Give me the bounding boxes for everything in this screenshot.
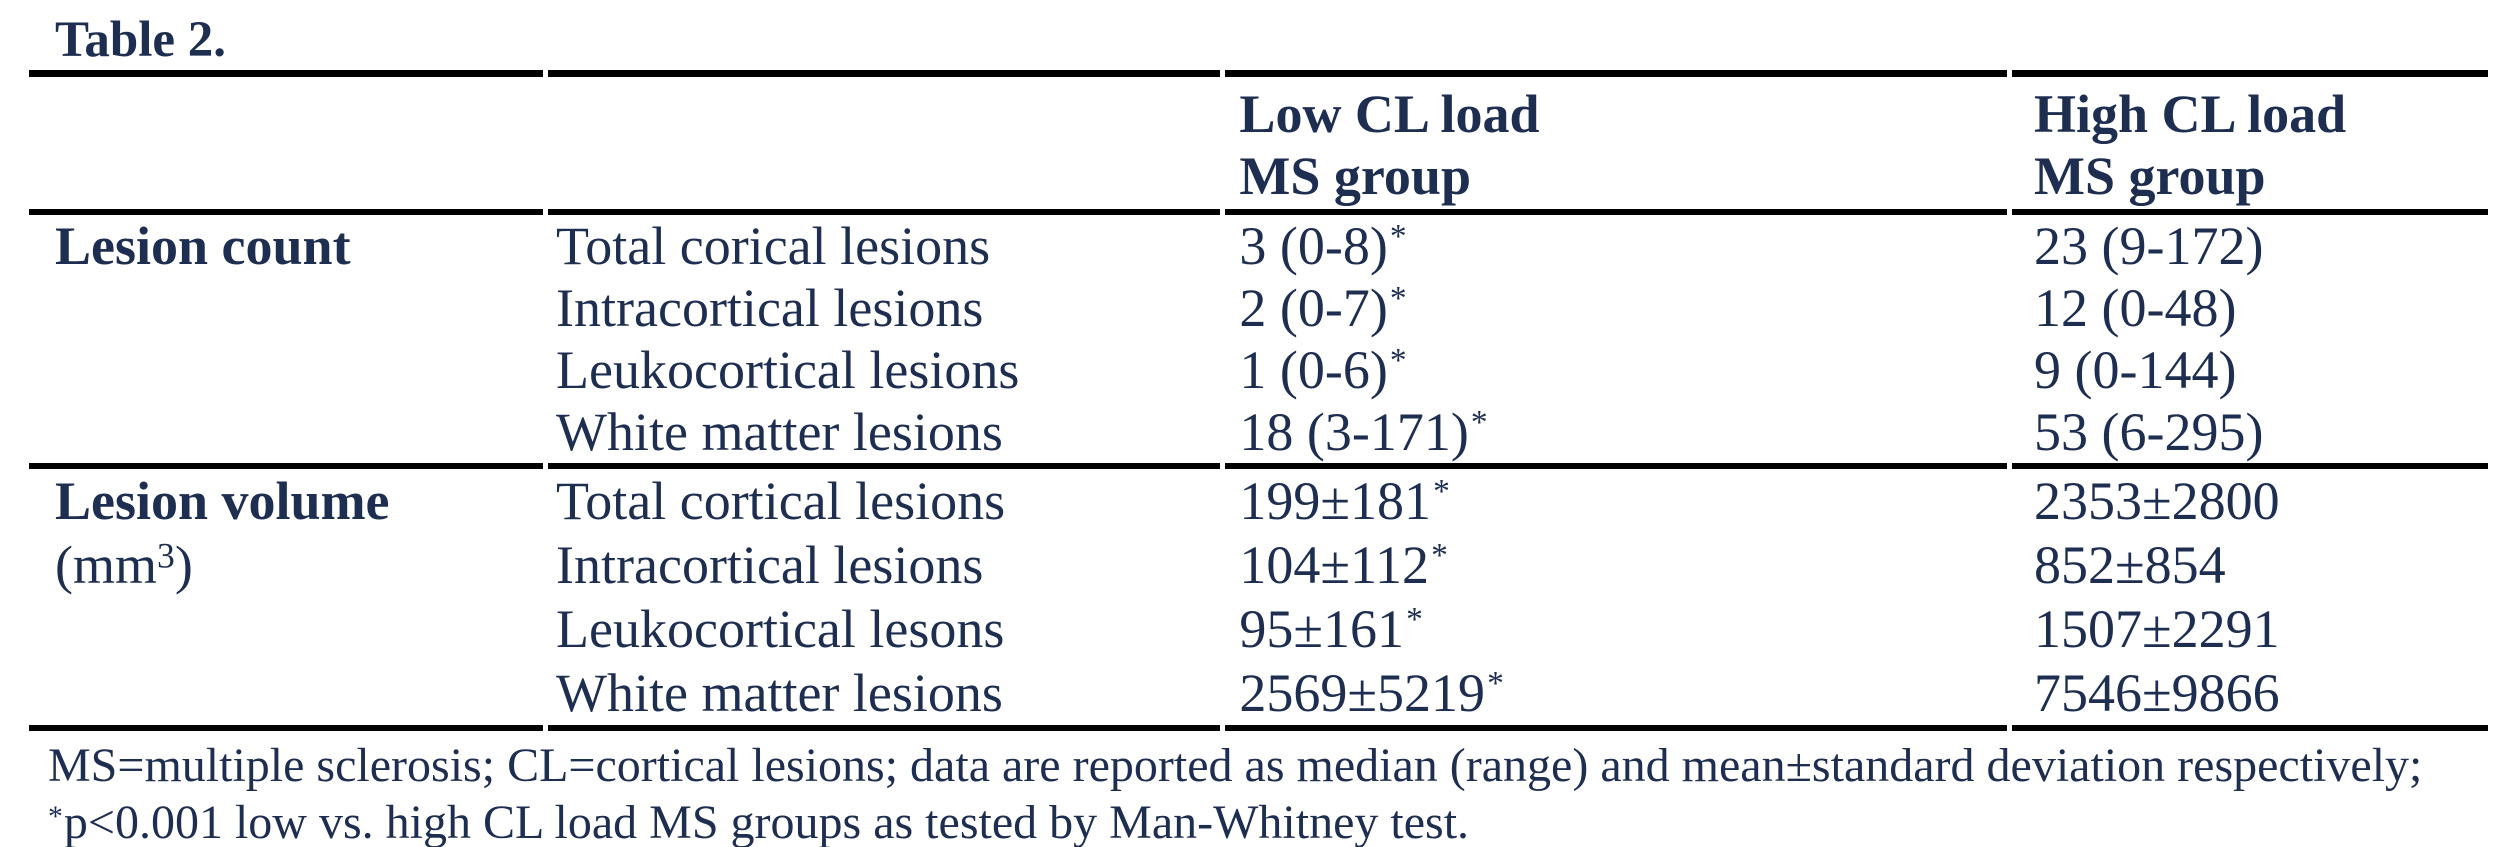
group-label-line1: Lesion volume bbox=[55, 471, 390, 531]
measure-label: Leukocortical lesons bbox=[556, 599, 1005, 659]
table-row: Lesion count Total corical lesions 3 (0-… bbox=[29, 209, 2488, 277]
significance-asterisk: * bbox=[1389, 217, 1407, 255]
table-footnotes: MS=multiple sclerosis; CL=cortical lesio… bbox=[48, 737, 2513, 847]
value-high: 23 (9-172) bbox=[2012, 209, 2488, 277]
measure-label: Total corical lesions bbox=[548, 209, 1221, 277]
significance-asterisk: * bbox=[1389, 341, 1407, 379]
measure-label: Intracortical lesions bbox=[556, 278, 984, 338]
value-low: 2 (0-7)* bbox=[1239, 278, 1407, 338]
value-high: 12 (0-48) bbox=[2034, 278, 2237, 338]
lesion-data-table: Low CL load MS group High CL load MS gro… bbox=[24, 70, 2493, 731]
value-low: 199±181* bbox=[1225, 463, 2008, 533]
table-row: Leukocortical lesions 1 (0-6)* 9 (0-144) bbox=[29, 339, 2488, 401]
value-high: 1507±2291 bbox=[2034, 599, 2280, 659]
table-row: White matter lesions 2569±5219* 7546±986… bbox=[29, 661, 2488, 731]
significance-asterisk: * bbox=[1487, 664, 1504, 702]
measure-label: Total cortical lesions bbox=[548, 463, 1221, 533]
value-low: 2569±5219* bbox=[1225, 661, 2008, 731]
header-empty-1 bbox=[29, 70, 544, 209]
value-low: 18 (3-171)* bbox=[1239, 402, 1488, 462]
measure-label: Intracortical lesions bbox=[556, 535, 984, 595]
significance-asterisk: * bbox=[1431, 536, 1448, 574]
value-high: 2353±2800 bbox=[2012, 463, 2488, 533]
value-high: 9 (0-144) bbox=[2034, 340, 2237, 400]
measure-label: White matter lesions bbox=[548, 661, 1221, 731]
significance-asterisk: * bbox=[1470, 403, 1488, 441]
value-high: 7546±9866 bbox=[2012, 661, 2488, 731]
header-empty-2 bbox=[548, 70, 1221, 209]
footnote-significance: *p<0.001 low vs. high CL load MS groups … bbox=[48, 796, 1470, 847]
measure-label: White matter lesions bbox=[556, 402, 1003, 462]
table-row: Lesion volume (mm3) Total cortical lesio… bbox=[29, 463, 2488, 731]
significance-asterisk: * bbox=[48, 800, 63, 834]
value-low: 95±161* bbox=[1239, 599, 1423, 659]
value-low: 1 (0-6)* bbox=[1239, 340, 1407, 400]
group-label-line1: Lesion count bbox=[55, 216, 351, 276]
header-high-line2: MS group bbox=[2034, 146, 2266, 206]
value-low: 104±112* bbox=[1239, 535, 1448, 595]
measure-label: Leukocortical lesions bbox=[556, 340, 1020, 400]
header-high-cl-group: High CL load MS group bbox=[2012, 70, 2488, 209]
significance-asterisk: * bbox=[1433, 472, 1450, 510]
value-high: 852±854 bbox=[2034, 535, 2226, 595]
header-low-line2: MS group bbox=[1239, 146, 1471, 206]
cubed-exponent: 3 bbox=[157, 535, 175, 576]
table-row: Leukocortical lesons 95±161* 1507±2291 bbox=[29, 597, 2488, 661]
footnote-abbreviations: MS=multiple sclerosis; CL=cortical lesio… bbox=[48, 739, 2423, 792]
table-caption: Table 2. bbox=[55, 12, 227, 68]
header-low-line1: Low CL load bbox=[1239, 84, 1540, 144]
row-group-label-lesion-volume: Lesion volume (mm3) bbox=[29, 463, 544, 731]
table-row: Intracortical lesions 104±112* 852±854 bbox=[29, 533, 2488, 597]
header-high-line1: High CL load bbox=[2034, 84, 2347, 144]
significance-asterisk: * bbox=[1389, 279, 1407, 317]
value-low: 3 (0-8)* bbox=[1225, 209, 2008, 277]
header-row: Low CL load MS group High CL load MS gro… bbox=[29, 70, 2488, 209]
table-row: Intracortical lesions 2 (0-7)* 12 (0-48) bbox=[29, 277, 2488, 339]
group-label-line2: (mm3) bbox=[55, 535, 193, 595]
significance-asterisk: * bbox=[1406, 600, 1423, 638]
value-high: 53 (6-295) bbox=[2034, 402, 2264, 462]
row-group-label-lesion-count: Lesion count bbox=[29, 209, 544, 463]
table-row: White matter lesions 18 (3-171)* 53 (6-2… bbox=[29, 401, 2488, 463]
header-low-cl-group: Low CL load MS group bbox=[1225, 70, 2008, 209]
